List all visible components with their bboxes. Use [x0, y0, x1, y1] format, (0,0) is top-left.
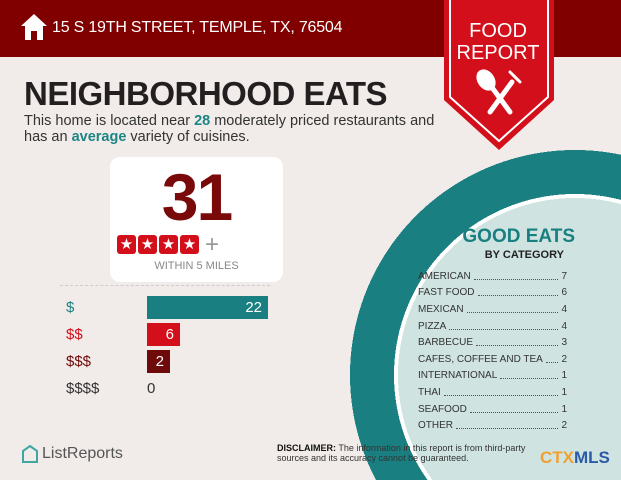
price-row: $$$ 2 — [66, 350, 276, 373]
good-eats-subtitle: BY CATEGORY — [484, 249, 564, 261]
disclaimer: DISCLAIMER: The information in this repo… — [277, 443, 526, 463]
radius-label: WITHIN 5 MILES — [154, 260, 239, 272]
category-name: CAFES, COFFEE AND TEA — [418, 353, 543, 365]
summary-card: 31 ★ ★ ★ ★ + WITHIN 5 MILES — [110, 157, 283, 282]
category-item: AMERICAN 7 — [418, 268, 567, 285]
address: 15 S 19TH STREET, TEMPLE, TX, 76504 — [52, 19, 343, 36]
category-name: PIZZA — [418, 320, 447, 332]
price-bar: 6 — [147, 323, 180, 346]
category-item: BARBECUE 3 — [418, 334, 567, 351]
star-icon: ★ — [117, 235, 136, 254]
category-item: THAI 1 — [418, 384, 567, 401]
price-bar: 2 — [147, 350, 170, 373]
ctxmls-logo: CTXMLS — [540, 448, 610, 467]
category-count: 1 — [561, 370, 567, 382]
category-item: PIZZA 4 — [418, 318, 567, 335]
category-name: MEXICAN — [418, 303, 464, 315]
star-icon: ★ — [180, 235, 199, 254]
category-item: MEXICAN 4 — [418, 301, 567, 318]
category-name: AMERICAN — [418, 270, 471, 282]
price-value: 0 — [147, 380, 156, 397]
category-count: 4 — [561, 320, 567, 332]
star-icon: ★ — [138, 235, 157, 254]
category-count: 2 — [561, 420, 567, 432]
divider — [60, 285, 270, 286]
category-count: 7 — [561, 270, 567, 282]
price-label: $$$ — [66, 353, 92, 370]
category-item: INTERNATIONAL 1 — [418, 368, 567, 385]
listreports-logo: ListReports — [22, 445, 123, 463]
category-name: SEAFOOD — [418, 403, 467, 415]
price-label: $$$$ — [66, 380, 100, 397]
plus-icon: + — [205, 231, 220, 258]
price-row: $$$$ 0 — [66, 377, 276, 400]
food-report-ribbon — [444, 0, 554, 150]
price-row: $22 — [66, 296, 276, 319]
good-eats-circle — [350, 150, 621, 480]
category-name: BARBECUE — [418, 337, 474, 349]
category-count: 4 — [561, 303, 567, 315]
category-count: 2 — [561, 353, 567, 365]
page-title: NEIGHBORHOOD EATS — [24, 75, 388, 112]
category-item: CAFES, COFFEE AND TEA 2 — [418, 351, 567, 368]
good-eats-title: GOOD EATS — [462, 226, 575, 247]
star-icon: ★ — [159, 235, 178, 254]
category-count: 1 — [561, 403, 567, 415]
listreports-icon — [22, 445, 38, 463]
ribbon-title: FOOD REPORT — [456, 20, 540, 64]
price-label: $ — [66, 299, 75, 316]
price-label: $$ — [66, 326, 83, 343]
star-rating: ★ ★ ★ ★ + — [117, 231, 220, 258]
category-name: OTHER — [418, 420, 453, 432]
category-count: 6 — [561, 287, 567, 299]
price-row: $$ 6 — [66, 323, 276, 346]
price-bar: 22 — [147, 296, 268, 319]
restaurant-total: 31 — [161, 160, 233, 234]
category-name: FAST FOOD — [418, 287, 475, 299]
category-count: 3 — [561, 337, 567, 349]
category-item: OTHER 2 — [418, 417, 567, 434]
category-name: INTERNATIONAL — [418, 370, 498, 382]
description: This home is located near 28 moderately … — [24, 113, 435, 145]
category-count: 1 — [561, 386, 567, 398]
home-icon — [21, 14, 47, 40]
spoon-fork-icon — [476, 69, 522, 115]
category-item: SEAFOOD 1 — [418, 401, 567, 418]
category-list: AMERICAN 7 FAST FOOD 6 MEXICAN 4 PIZZA 4 BARBECU… — [418, 268, 567, 434]
category-name: THAI — [418, 386, 441, 398]
category-item: FAST FOOD 6 — [418, 285, 567, 302]
